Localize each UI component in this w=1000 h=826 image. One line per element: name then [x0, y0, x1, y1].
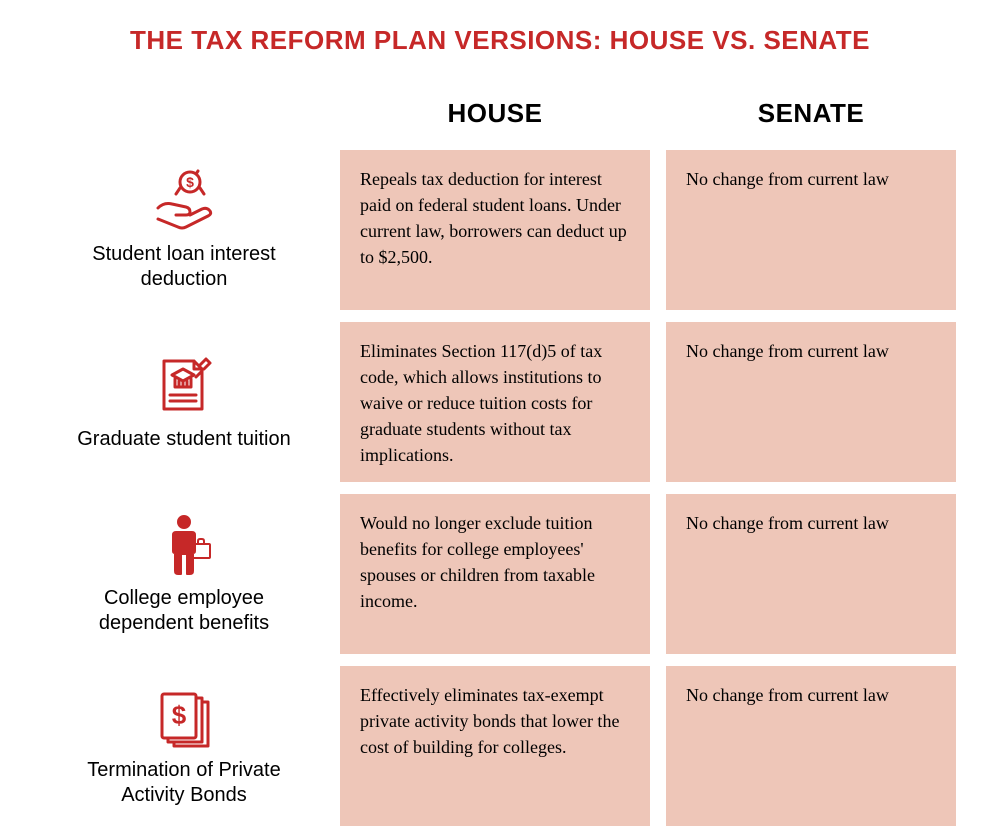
row-label-text: Student loan interest deduction: [68, 242, 300, 292]
document-building-icon: [152, 353, 216, 417]
row-label-private-bonds: $ Termination of Private Activity Bonds: [44, 666, 324, 826]
svg-text:$: $: [186, 174, 194, 190]
cell-senate-3: No change from current law: [666, 666, 956, 826]
cell-house-0: Repeals tax deduction for interest paid …: [340, 150, 650, 310]
cell-senate-0: No change from current law: [666, 150, 956, 310]
person-briefcase-icon: [152, 512, 216, 576]
row-label-student-loan: $ Student loan interest deduction: [44, 150, 324, 310]
row-label-grad-tuition: Graduate student tuition: [44, 322, 324, 482]
row-label-text: Graduate student tuition: [77, 427, 290, 452]
cell-house-1: Eliminates Section 117(d)5 of tax code, …: [340, 322, 650, 482]
cell-senate-1: No change from current law: [666, 322, 956, 482]
hand-dollar-icon: $: [152, 168, 216, 232]
cell-house-2: Would no longer exclude tuition benefits…: [340, 494, 650, 654]
row-label-text: Termination of Private Activity Bonds: [68, 758, 300, 808]
column-header-house: HOUSE: [340, 98, 650, 129]
column-header-senate: SENATE: [666, 98, 956, 129]
header-spacer: [44, 88, 324, 138]
row-label-text: College employee dependent benefits: [68, 586, 300, 636]
comparison-table: HOUSE SENATE $ Student loan interest ded…: [35, 88, 965, 826]
page-title: THE TAX REFORM PLAN VERSIONS: HOUSE VS. …: [35, 25, 965, 56]
row-label-employee-benefits: College employee dependent benefits: [44, 494, 324, 654]
svg-text:$: $: [172, 700, 187, 730]
cell-senate-2: No change from current law: [666, 494, 956, 654]
bonds-dollar-icon: $: [152, 684, 216, 748]
cell-house-3: Effectively eliminates tax-exempt privat…: [340, 666, 650, 826]
